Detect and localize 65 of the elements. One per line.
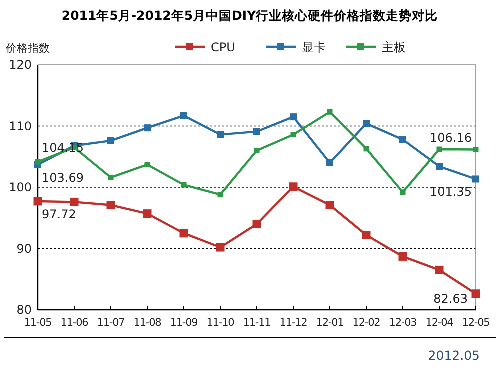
point [473,147,479,153]
point [143,210,152,218]
point [70,198,79,206]
point [364,146,370,152]
data-label: 97.72 [42,207,76,222]
point [218,192,224,198]
x-tick-label: 11-07 [97,317,125,329]
y-tick-label: 80 [16,303,32,317]
point [400,136,406,144]
point [326,160,334,166]
point [144,162,150,168]
point [34,197,42,206]
x-tick-label: 11-05 [24,317,52,329]
data-label: 101.35 [430,185,472,200]
point [180,229,188,238]
point [217,131,224,138]
point [472,290,480,298]
y-tick-label: 90 [16,242,32,256]
point [363,120,370,128]
point [472,176,480,183]
data-label: 103.69 [42,170,84,185]
x-tick-label: 12-04 [426,317,454,329]
x-tick-label: 11-06 [60,317,90,329]
x-tick-label: 11-09 [170,317,198,329]
legend-label: 主板 [382,40,406,54]
point [436,146,442,152]
point [362,231,371,240]
point [252,220,262,228]
y-tick-label: 100 [9,180,32,194]
point [144,124,151,132]
point [436,163,443,170]
x-tick-label: 12-03 [389,317,417,329]
x-tick-label: 11-08 [134,317,162,329]
point [180,112,188,120]
point [326,201,334,210]
data-label: 82.63 [434,292,468,306]
point [181,182,187,188]
x-tick-label: 11-10 [206,317,234,329]
legend-label: CPU [211,40,236,54]
x-tick-label: 11-12 [280,317,308,329]
point [254,148,260,154]
data-label: 106.16 [430,130,472,145]
y-tick-label: 110 [9,119,32,134]
point [290,114,297,121]
point [327,109,333,115]
y-tick-label: 120 [9,58,32,72]
point [35,159,41,165]
point [216,243,225,252]
point [108,174,114,180]
point [289,182,298,192]
point [108,137,114,144]
point [106,201,116,210]
y-axis-title: 价格指数 [5,42,50,55]
point [435,266,444,274]
x-tick-label: 11-11 [243,317,271,329]
x-tick-label: 12-02 [352,317,380,329]
chart-title: 2011年5月-2012年5月中国DIY行业核心硬件价格指数走势对比 [62,8,438,23]
text: 2012.05 [428,348,480,363]
x-tick-label: 12-05 [462,317,490,329]
point [400,190,406,196]
x-tick-label: 12-01 [316,317,344,329]
legend-label: 显卡 [302,40,326,54]
point [254,128,260,136]
point [290,132,296,138]
point [398,252,408,261]
